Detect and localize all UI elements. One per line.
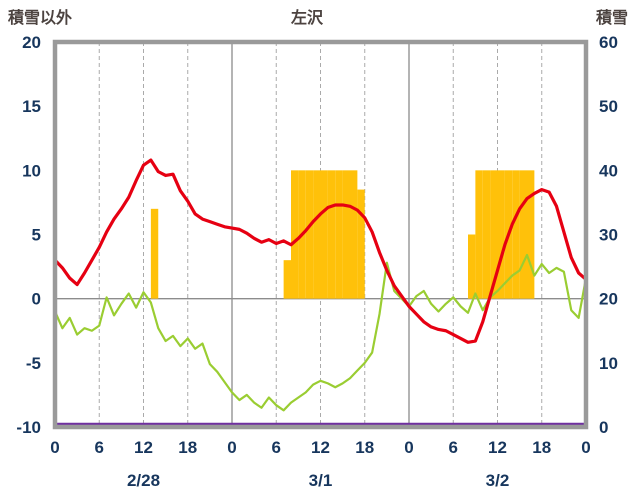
- orange-bars-bar: [482, 170, 491, 299]
- orange-bars-bar: [497, 170, 505, 299]
- right-axis-tick: 50: [599, 97, 618, 116]
- hour-tick-label: 12: [134, 438, 153, 457]
- hour-tick-label: 6: [272, 438, 281, 457]
- green-line: [53, 253, 588, 412]
- hour-tick-label: 0: [50, 438, 59, 457]
- right-axis-tick: 20: [599, 290, 618, 309]
- chart-title: 左沢: [290, 8, 324, 27]
- orange-bars-bar: [468, 234, 476, 299]
- orange-bars-bar: [527, 170, 535, 299]
- left-axis-tick: 5: [32, 226, 41, 245]
- orange-bars-bar: [327, 170, 336, 299]
- left-axis-tick: -5: [26, 354, 41, 373]
- left-axis-title: 積雪以外: [7, 8, 72, 27]
- date-label: 3/1: [309, 471, 333, 490]
- hour-tick-label: 6: [95, 438, 104, 457]
- date-label: 3/2: [486, 471, 510, 490]
- left-axis-tick: 20: [22, 33, 41, 52]
- right-axis-tick: 0: [599, 418, 608, 437]
- orange-bars-bar: [519, 170, 527, 299]
- hour-tick-label: 18: [355, 438, 374, 457]
- hour-tick-label: 12: [488, 438, 507, 457]
- hour-tick-label: 0: [581, 438, 590, 457]
- orange-bars-bar: [283, 260, 291, 299]
- right-axis-tick: 60: [599, 33, 618, 52]
- date-label: 2/28: [127, 471, 160, 490]
- right-axis-title: 積雪: [595, 8, 628, 27]
- right-axis-tick: 10: [599, 354, 618, 373]
- right-axis-tick: 30: [599, 226, 618, 245]
- orange-bars-bar: [512, 170, 520, 299]
- orange-bars-bar: [150, 208, 159, 299]
- hour-tick-label: 0: [404, 438, 413, 457]
- orange-bars-bar: [335, 170, 343, 299]
- orange-bars-bar: [357, 189, 365, 299]
- hour-tick-label: 6: [449, 438, 458, 457]
- orange-bars-bar: [342, 170, 350, 299]
- orange-bars-bar: [313, 170, 321, 299]
- red-line: [53, 158, 588, 344]
- hour-tick-label: 18: [178, 438, 197, 457]
- left-axis-tick: 0: [32, 290, 41, 309]
- hour-tick-label: 18: [532, 438, 551, 457]
- orange-bars-bar: [350, 170, 358, 299]
- hour-tick-label: 0: [227, 438, 236, 457]
- orange-bars-bar: [320, 170, 328, 299]
- orange-bars-bar: [490, 170, 498, 299]
- right-axis-tick: 40: [599, 161, 618, 180]
- orange-bars-bar: [291, 170, 299, 299]
- hour-tick-label: 12: [311, 438, 330, 457]
- left-axis-tick: 10: [22, 161, 41, 180]
- orange-bars-bar: [475, 170, 483, 299]
- plot-frame: [52, 39, 589, 430]
- orange-bars-bar: [305, 170, 314, 299]
- plot-area: [52, 39, 589, 430]
- left-axis-tick: 15: [22, 97, 41, 116]
- left-axis-tick: -10: [16, 418, 41, 437]
